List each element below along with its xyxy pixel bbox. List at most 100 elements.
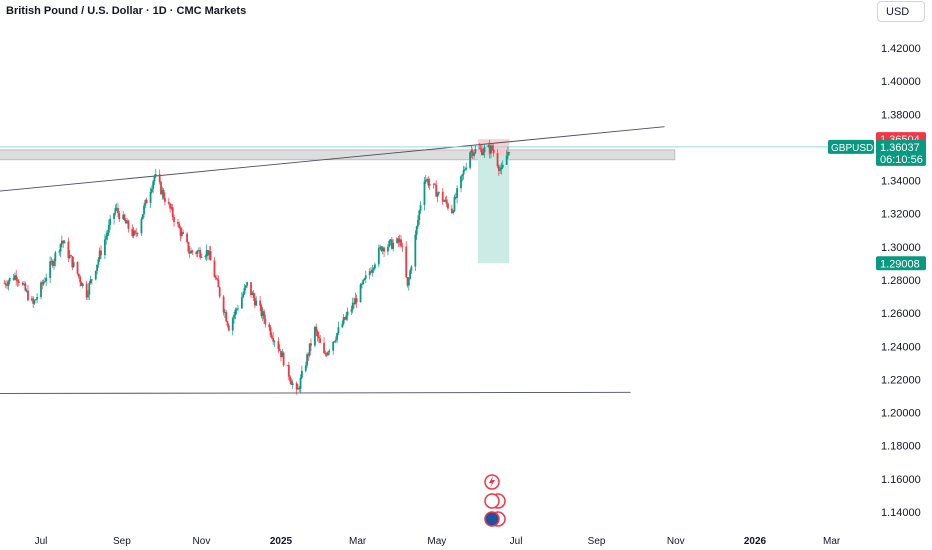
candle-up (94, 270, 97, 280)
candle-down (280, 350, 282, 358)
candle-up (328, 350, 331, 353)
candle-up (149, 191, 152, 204)
candle-up (460, 176, 462, 189)
candle-up (242, 293, 245, 298)
candle-down (12, 277, 15, 280)
resistance-zone-layer (0, 149, 676, 161)
candle-up (500, 167, 503, 170)
candle-up (33, 300, 36, 304)
candle-up (507, 152, 509, 156)
candle-up (153, 175, 156, 182)
candle-down (497, 166, 500, 171)
candle-down (90, 279, 93, 281)
trendline-2 (0, 391, 631, 394)
candle-down (295, 383, 298, 390)
candle-down (134, 230, 136, 234)
candle-down (195, 252, 198, 254)
candle-up (42, 281, 45, 285)
candle-down (480, 148, 483, 155)
currency-button[interactable]: USD (877, 1, 925, 22)
candle-down (160, 182, 162, 195)
candle-up (53, 260, 55, 266)
candle-down (491, 145, 494, 150)
candle-up (350, 309, 353, 312)
x-tick-label: Mar (349, 536, 367, 547)
candle-down (479, 148, 482, 150)
candle-down (123, 214, 126, 220)
candle-down (217, 279, 220, 288)
candle-down (445, 199, 448, 204)
candle-up (363, 278, 366, 280)
candle-down (16, 279, 19, 282)
candle-down (162, 190, 165, 198)
candle-up (423, 181, 426, 206)
candle-up (126, 220, 128, 224)
candle-up (483, 147, 486, 153)
candle-up (36, 296, 38, 300)
candle-down (80, 282, 83, 287)
candle-down (264, 319, 267, 325)
candle-up (299, 377, 302, 390)
candle-down (380, 246, 383, 251)
candle-up (286, 364, 289, 366)
candle-down (269, 327, 272, 336)
candle-down (325, 354, 328, 356)
candle-down (227, 325, 230, 331)
candle-down (225, 312, 228, 322)
take-profit-box (477, 155, 510, 264)
candle-down (278, 349, 281, 351)
candle-down (324, 353, 327, 355)
candle-up (456, 188, 458, 198)
candle-up (300, 370, 303, 378)
candle-up (346, 311, 349, 316)
candle-up (407, 278, 410, 286)
candle-up (104, 239, 106, 256)
candle-up (106, 232, 109, 237)
time-axis: Jul Sep Nov 2025 Mar May Jul Sep Nov 2026 Mar (35, 536, 841, 547)
candle-up (60, 240, 63, 244)
current-price-tag-countdown: 06:10:56 (880, 154, 923, 166)
candle-down (270, 335, 273, 338)
candle-up (364, 275, 367, 279)
candle-up (107, 224, 110, 233)
candle-up (25, 290, 28, 292)
candle-down (282, 352, 285, 366)
candle-down (277, 341, 280, 350)
x-tick-label: 2026 (744, 536, 767, 547)
candle-up (469, 152, 472, 168)
candle-up (372, 268, 375, 270)
candle-up (115, 207, 118, 209)
candle-down (226, 321, 229, 326)
y-tick-label: 1.26000 (881, 308, 921, 320)
candle-up (306, 354, 308, 366)
candle-up (371, 269, 374, 273)
candle-down (213, 260, 216, 278)
candle-down (135, 233, 138, 235)
candle-up (246, 282, 248, 286)
candle-down (127, 220, 130, 229)
candle-down (131, 228, 134, 237)
candle-up (437, 191, 440, 194)
candle-up (501, 164, 504, 168)
candle-up (208, 251, 211, 256)
candle-down (218, 287, 221, 297)
candle-down (427, 179, 430, 186)
position-layer (477, 139, 510, 264)
candle-up (240, 297, 243, 309)
candles-layer (3, 139, 511, 395)
candle-up (273, 341, 276, 343)
chart-title: British Pound / U.S. Dollar · 1D · CMC M… (6, 5, 247, 17)
candle-up (234, 309, 237, 315)
candle-up (342, 317, 345, 324)
candle-down (319, 338, 322, 343)
candle-up (141, 214, 144, 220)
candle-up (81, 283, 84, 287)
candle-up (327, 352, 329, 356)
candle-up (387, 246, 389, 252)
candle-up (261, 311, 264, 316)
candle-up (377, 247, 380, 265)
candle-up (113, 213, 115, 219)
candle-up (474, 148, 477, 154)
y-tick-label: 1.34000 (881, 176, 921, 188)
